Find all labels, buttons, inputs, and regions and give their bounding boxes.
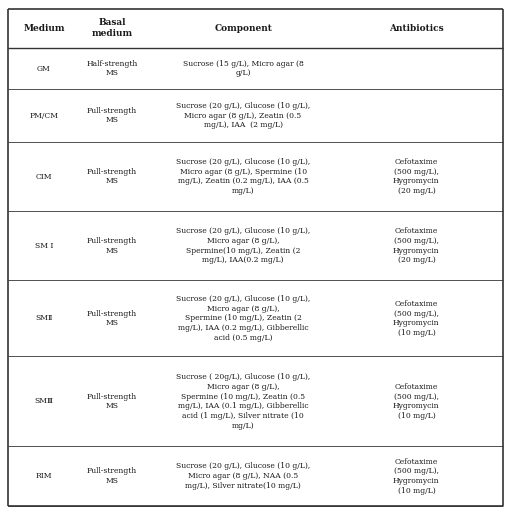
Text: CIM: CIM <box>36 173 52 181</box>
Text: Full-strength
MS: Full-strength MS <box>87 167 137 185</box>
Text: Full-strength
MS: Full-strength MS <box>87 467 137 485</box>
Text: Full-strength
MS: Full-strength MS <box>87 106 137 124</box>
Text: Sucrose (20 g/L), Glucose (10 g/L),
Micro agar (8 g/L),
Spermine(10 mg/L), Zeati: Sucrose (20 g/L), Glucose (10 g/L), Micr… <box>176 227 310 264</box>
Text: RIM: RIM <box>36 472 52 480</box>
Text: Medium: Medium <box>23 24 64 33</box>
Text: Sucrose (20 g/L), Glucose (10 g/L),
Micro agar (8 g/L), Zeatin (0.5
mg/L), IAA  : Sucrose (20 g/L), Glucose (10 g/L), Micr… <box>176 102 310 130</box>
Text: Basal
medium: Basal medium <box>91 18 132 38</box>
Text: Sucrose (20 g/L), Glucose (10 g/L),
Micro agar (8 g/L), NAA (0.5
mg/L), Silver n: Sucrose (20 g/L), Glucose (10 g/L), Micr… <box>176 462 310 490</box>
Text: Full-strength
MS: Full-strength MS <box>87 393 137 411</box>
Text: Sucrose (20 g/L), Glucose (10 g/L),
Micro agar (8 g/L), Spermine (10
mg/L), Zeat: Sucrose (20 g/L), Glucose (10 g/L), Micr… <box>176 158 310 195</box>
Text: SMⅡ: SMⅡ <box>35 314 53 323</box>
Text: PM/CM: PM/CM <box>30 112 58 120</box>
Text: Sucrose ( 20g/L), Glucose (10 g/L),
Micro agar (8 g/L),
Spermine (10 mg/L), Zeat: Sucrose ( 20g/L), Glucose (10 g/L), Micr… <box>176 373 310 430</box>
Text: Cefotaxime
(500 mg/L),
Hygromycin
(10 mg/L): Cefotaxime (500 mg/L), Hygromycin (10 mg… <box>393 458 439 495</box>
Text: SMⅢ: SMⅢ <box>34 397 53 406</box>
Text: Full-strength
MS: Full-strength MS <box>87 237 137 254</box>
Text: Cefotaxime
(500 mg/L),
Hygromycin
(10 mg/L): Cefotaxime (500 mg/L), Hygromycin (10 mg… <box>393 383 439 420</box>
Text: SM I: SM I <box>35 242 53 250</box>
Text: Cefotaxime
(500 mg/L),
Hygromycin
(10 mg/L): Cefotaxime (500 mg/L), Hygromycin (10 mg… <box>393 300 439 337</box>
Text: Full-strength
MS: Full-strength MS <box>87 310 137 327</box>
Text: Sucrose (15 g/L), Micro agar (8
g/L): Sucrose (15 g/L), Micro agar (8 g/L) <box>183 59 304 77</box>
Text: Component: Component <box>214 24 272 33</box>
Text: Cefotaxime
(500 mg/L),
Hygromycin
(20 mg/L): Cefotaxime (500 mg/L), Hygromycin (20 mg… <box>393 227 439 264</box>
Text: GM: GM <box>37 65 51 73</box>
Text: Half-strength
MS: Half-strength MS <box>86 59 137 77</box>
Text: Antibiotics: Antibiotics <box>389 24 444 33</box>
Text: Cefotaxime
(500 mg/L),
Hygromycin
(20 mg/L): Cefotaxime (500 mg/L), Hygromycin (20 mg… <box>393 158 439 195</box>
Text: Sucrose (20 g/L), Glucose (10 g/L),
Micro agar (8 g/L),
Spermine (10 mg/L), Zeat: Sucrose (20 g/L), Glucose (10 g/L), Micr… <box>176 295 310 342</box>
